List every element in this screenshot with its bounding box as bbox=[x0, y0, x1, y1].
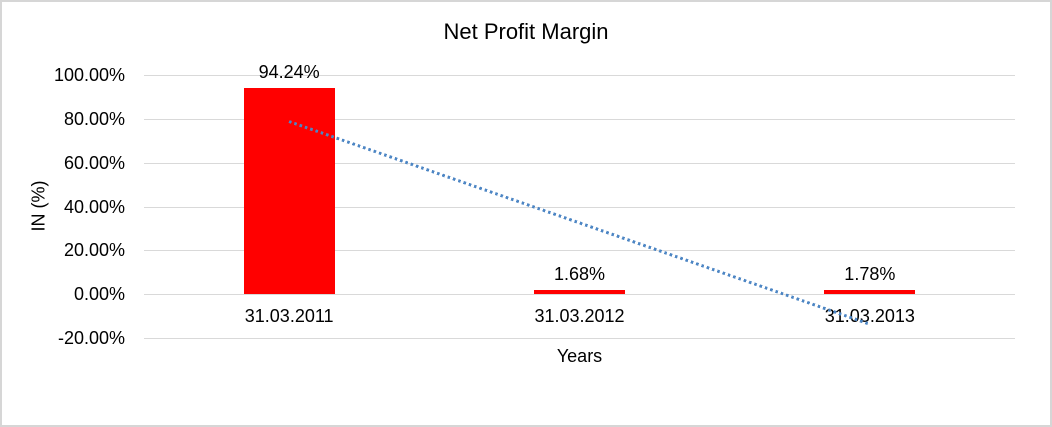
bar bbox=[534, 290, 625, 295]
gridline bbox=[144, 294, 1015, 296]
gridline bbox=[144, 75, 1015, 76]
gridline bbox=[144, 206, 1015, 208]
gridline bbox=[144, 250, 1015, 252]
chart-title: Net Profit Margin bbox=[443, 19, 609, 44]
bar bbox=[243, 87, 335, 295]
gridline bbox=[144, 338, 1015, 339]
y-tick-label: 80.00% bbox=[63, 108, 125, 129]
y-tick-label: 20.00% bbox=[63, 240, 125, 261]
plot-area: 94.24% 1.68% 1.78% bbox=[144, 62, 1015, 339]
gridline bbox=[144, 118, 1015, 120]
bar-value-label: 1.78% bbox=[844, 264, 896, 285]
bar-value-label: 1.68% bbox=[553, 264, 606, 285]
y-tick-label: 0.00% bbox=[73, 284, 125, 305]
x-axis-title: Years bbox=[556, 346, 603, 366]
category-label: 31.03.2011 bbox=[244, 306, 334, 326]
y-tick-label: 40.00% bbox=[63, 196, 125, 217]
bar-value-label: 94.24% bbox=[258, 61, 320, 82]
category-label: 31.03.2013 bbox=[824, 306, 915, 326]
y-tick-label: -20.00% bbox=[57, 328, 125, 348]
category-label: 31.03.2012 bbox=[534, 306, 625, 326]
gridline bbox=[144, 162, 1015, 164]
y-tick-label: 60.00% bbox=[63, 152, 125, 173]
bar bbox=[824, 290, 916, 295]
y-tick-label: 100.00% bbox=[53, 65, 125, 85]
